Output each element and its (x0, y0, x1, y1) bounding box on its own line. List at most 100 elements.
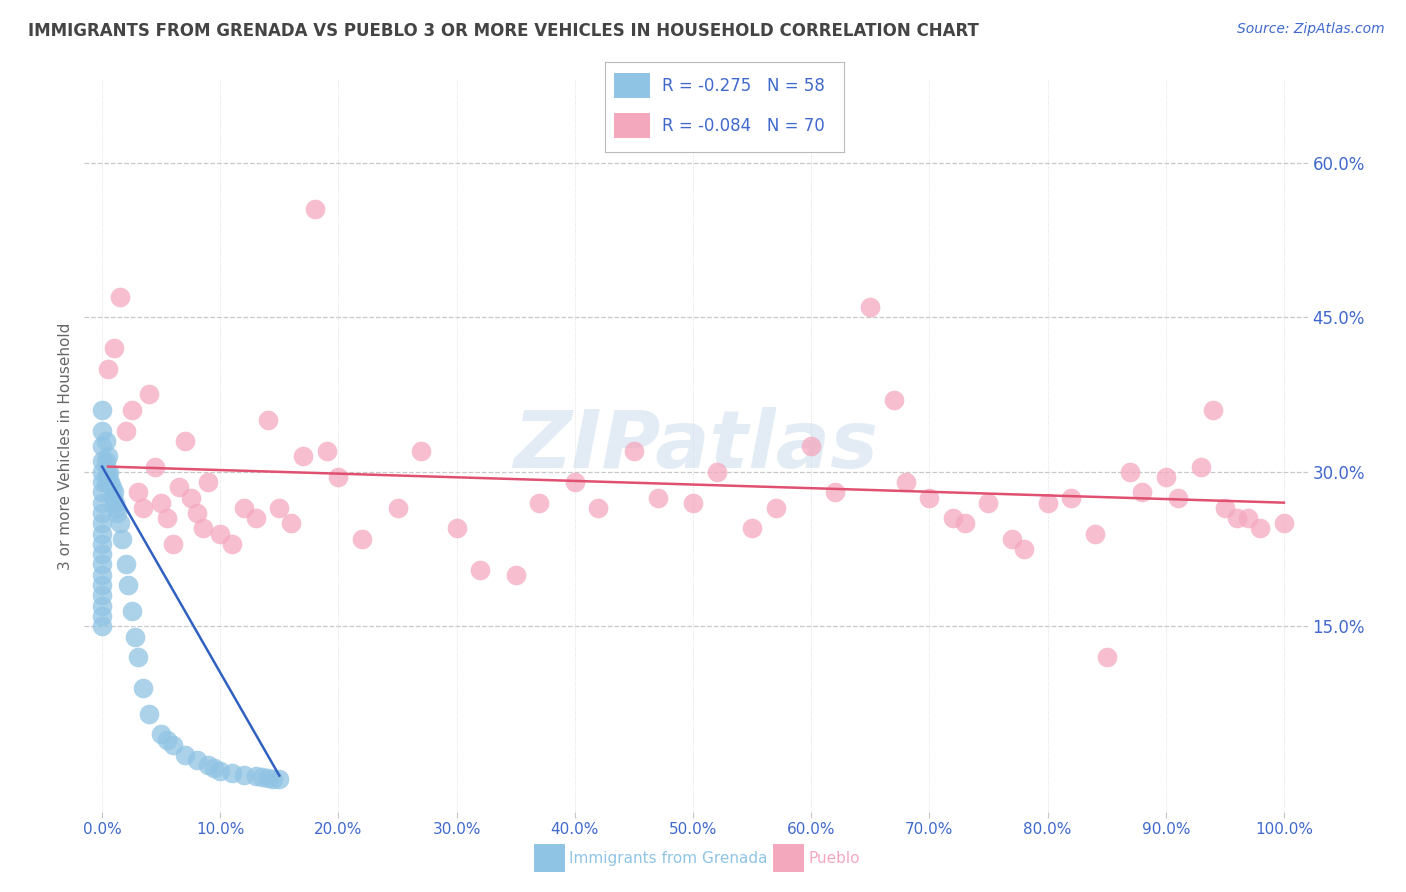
Point (127, 650, 149, 665)
Point (94, 454, 117, 468)
Point (1060, 491, 1083, 505)
Point (91, 475, 114, 489)
Point (97, 470, 120, 484)
Point (173, 434, 195, 448)
Point (91, 506, 114, 520)
Point (101, 491, 124, 505)
Point (186, 506, 208, 520)
Point (269, 500, 291, 515)
Point (256, 413, 278, 427)
Text: ZIPatlas: ZIPatlas (513, 407, 879, 485)
Point (132, 500, 155, 515)
Point (186, 753, 208, 767)
Point (103, 485, 125, 500)
Point (107, 506, 129, 520)
Point (91, 588, 114, 602)
Point (387, 500, 409, 515)
Point (942, 511, 965, 525)
Point (623, 444, 645, 458)
Text: R = -0.084   N = 70: R = -0.084 N = 70 (662, 117, 825, 135)
Point (143, 459, 166, 474)
Point (245, 769, 267, 783)
Point (105, 500, 128, 515)
Point (138, 387, 160, 401)
Point (173, 747, 195, 762)
Point (94, 475, 117, 489)
Point (883, 392, 905, 407)
Point (304, 202, 326, 216)
Point (588, 500, 610, 515)
Point (91, 599, 114, 613)
Point (91, 578, 114, 592)
Point (824, 485, 846, 500)
Point (98, 475, 121, 489)
Point (529, 496, 551, 510)
Point (156, 732, 179, 747)
Point (269, 772, 291, 786)
Point (1226, 511, 1249, 525)
Point (91, 547, 114, 561)
Point (1189, 459, 1212, 474)
Point (1036, 496, 1059, 510)
Point (1119, 465, 1142, 479)
Point (859, 300, 882, 314)
Point (1154, 470, 1177, 484)
Point (1237, 511, 1260, 525)
Point (124, 630, 146, 644)
Bar (614, 73, 650, 98)
Point (94, 434, 117, 448)
Point (91, 516, 114, 531)
Point (91, 424, 114, 438)
Point (1213, 500, 1236, 515)
Point (446, 521, 468, 535)
Point (197, 475, 219, 489)
Point (96, 465, 118, 479)
Point (1167, 491, 1189, 505)
Point (114, 558, 136, 572)
Point (209, 764, 232, 778)
Point (91, 439, 114, 453)
Point (91, 567, 114, 582)
Point (682, 496, 704, 510)
Point (1012, 541, 1035, 556)
Point (564, 475, 586, 489)
Point (162, 537, 184, 551)
Point (127, 485, 149, 500)
Point (103, 341, 125, 355)
Point (292, 450, 315, 464)
Point (1095, 650, 1118, 665)
Point (232, 500, 254, 515)
Point (91, 454, 114, 468)
Point (97, 361, 120, 376)
Point (108, 290, 131, 304)
Point (352, 532, 374, 546)
Point (132, 681, 155, 695)
Bar (614, 113, 650, 138)
Point (1130, 485, 1153, 500)
Point (91, 485, 114, 500)
Point (98, 465, 121, 479)
Point (91, 619, 114, 633)
Point (250, 770, 273, 784)
Point (953, 516, 976, 531)
Point (180, 491, 202, 505)
Point (104, 496, 127, 510)
Point (800, 439, 823, 453)
Point (505, 567, 527, 582)
Point (647, 491, 669, 505)
Point (1249, 521, 1271, 535)
Point (91, 496, 114, 510)
Point (91, 537, 114, 551)
Point (245, 511, 267, 525)
Point (167, 480, 190, 494)
Text: Pueblo: Pueblo (808, 851, 860, 865)
Point (918, 491, 941, 505)
Point (977, 496, 1000, 510)
Point (328, 470, 350, 484)
Point (138, 706, 160, 721)
Point (197, 758, 219, 772)
Point (232, 767, 254, 781)
Point (1202, 403, 1225, 417)
Point (765, 500, 787, 515)
Text: R = -0.275   N = 58: R = -0.275 N = 58 (662, 77, 825, 95)
